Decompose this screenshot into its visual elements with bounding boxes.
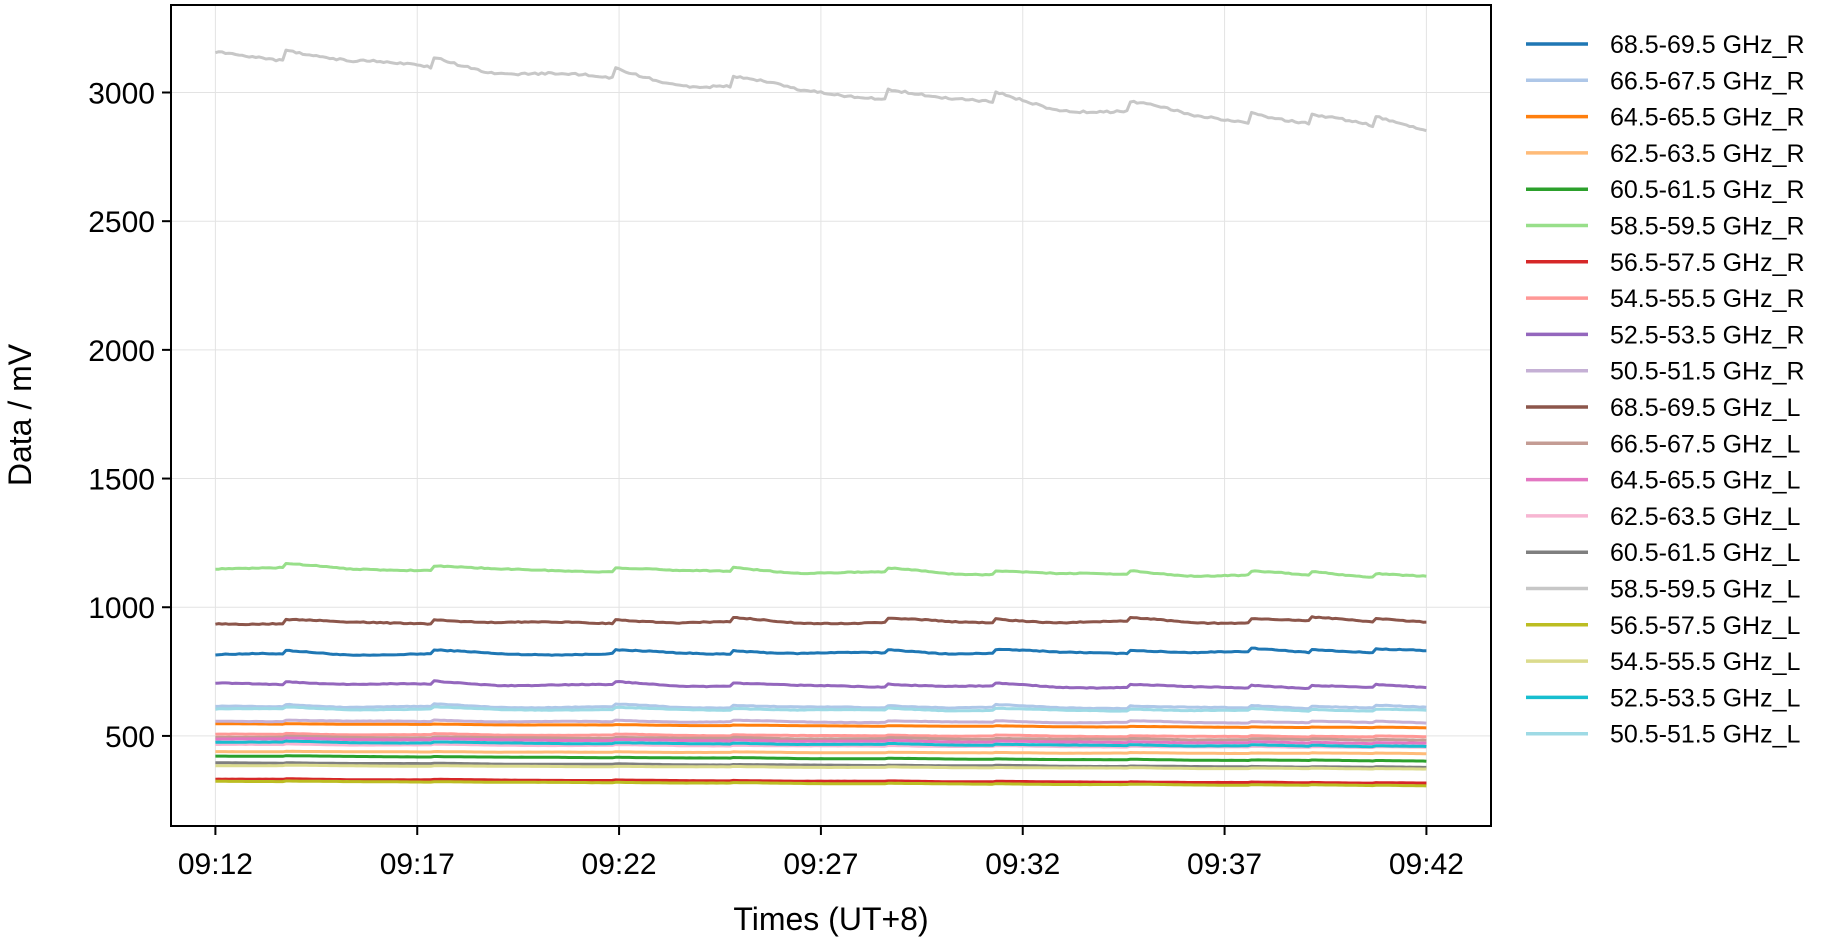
legend-label: 54.5-55.5 GHz_R [1610,285,1805,313]
legend-label: 68.5-69.5 GHz_R [1610,31,1805,59]
x-tick-label: 09:37 [1187,848,1262,881]
y-tick-label: 2500 [88,206,155,239]
x-tick-label: 09:32 [985,848,1060,881]
series-line [215,754,1427,763]
series-line [215,779,1427,788]
series-line [215,718,1427,725]
x-tick-label: 09:42 [1389,848,1464,881]
x-axis: 09:12 09:17 09:22 09:27 09:32 09:37 09:42 [178,826,1464,881]
y-tick-label: 2000 [88,335,155,368]
series-line [215,749,1427,756]
series-line [215,736,1427,746]
y-axis-title: Data / mV [2,343,38,486]
legend-label: 60.5-61.5 GHz_R [1610,176,1805,204]
legend-label: 68.5-69.5 GHz_L [1610,394,1800,422]
series-line [215,705,1427,713]
legend-label: 64.5-65.5 GHz_R [1610,104,1805,132]
legend-label: 50.5-51.5 GHz_L [1610,721,1800,749]
x-tick-label: 09:17 [380,848,455,881]
legend-label: 66.5-67.5 GHz_R [1610,67,1805,95]
grid [171,5,1491,826]
series-line [215,722,1427,730]
x-tick-label: 09:27 [783,848,858,881]
x-axis-title: Times (UT+8) [733,901,928,937]
y-tick-label: 500 [105,721,155,754]
legend-label: 66.5-67.5 GHz_L [1610,430,1800,458]
legend-label: 64.5-65.5 GHz_L [1610,467,1800,495]
legend-label: 54.5-55.5 GHz_L [1610,648,1800,676]
legend-label: 52.5-53.5 GHz_R [1610,321,1805,349]
legend-label: 50.5-51.5 GHz_R [1610,358,1805,386]
series-line [215,739,1427,749]
legend-label: 60.5-61.5 GHz_L [1610,539,1800,567]
series-line [215,702,1427,711]
series-line [215,731,1427,739]
legend-label: 58.5-59.5 GHz_R [1610,213,1805,241]
legend-label: 62.5-63.5 GHz_R [1610,140,1805,168]
series-line [215,562,1427,579]
legend-label: 58.5-59.5 GHz_L [1610,576,1800,604]
y-axis: 500 1000 1500 2000 2500 3000 [88,78,171,754]
legend-label: 52.5-53.5 GHz_L [1610,684,1800,712]
series-line [215,734,1427,742]
legend-label: 62.5-63.5 GHz_L [1610,503,1800,531]
series-line [215,646,1427,657]
x-tick-label: 09:22 [582,848,657,881]
plot-frame [170,4,1492,827]
series-line [215,763,1427,771]
series-line [215,679,1427,690]
series-line [215,761,1427,769]
x-tick-label: 09:12 [178,848,253,881]
y-tick-label: 1500 [88,464,155,497]
legend-label: 56.5-57.5 GHz_L [1610,612,1800,640]
series-line [215,777,1427,785]
series-line [214,48,1427,133]
y-tick-label: 1000 [88,592,155,625]
series-line [215,615,1427,627]
legend: 68.5-69.5 GHz_R 66.5-67.5 GHz_R 64.5-65.5 … [1526,31,1805,749]
legend-label: 56.5-57.5 GHz_R [1610,249,1805,277]
series-lines [214,48,1427,788]
y-tick-label: 3000 [88,78,155,111]
